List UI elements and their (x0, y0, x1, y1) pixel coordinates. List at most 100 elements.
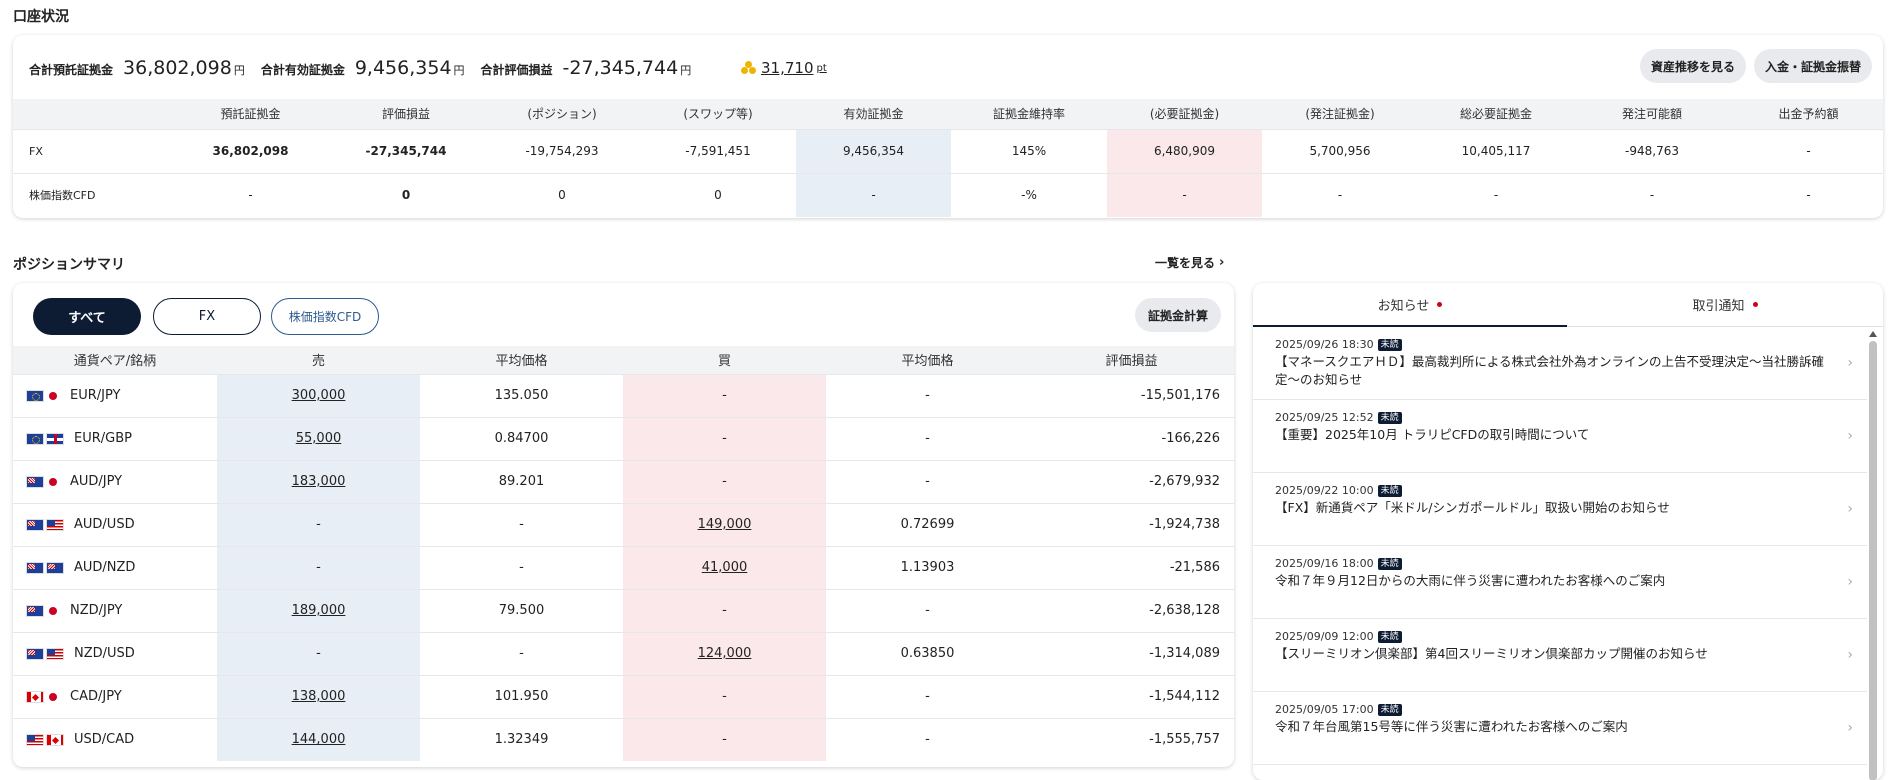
news-item[interactable]: 2025/09/26 18:30 未読 【マネースクエアＨＤ】最高裁判所による株式会… (1253, 327, 1867, 400)
news-item[interactable]: 2025/09/25 12:52 未読 【重要】2025年10月 トラリピCFDの取… (1253, 400, 1867, 473)
news-title: 【FX】新通貨ペア「米ドル/シンガポールドル」取扱い開始のお知らせ (1275, 500, 1670, 515)
column-header: (必要証拠金) (1107, 99, 1262, 129)
buy-amount[interactable]: 124,000 (697, 646, 752, 661)
buy-avg-cell: 0.72699 (826, 502, 1029, 546)
required-margin-cell: - (1107, 172, 1262, 217)
news-item[interactable]: 2025/09/09 12:00 未読 【スリーミリオン倶楽部】第4回スリーミリオン… (1253, 619, 1867, 692)
sell-amount-cell[interactable]: 55,000 (217, 416, 420, 460)
tab-index-cfd[interactable]: 株価指数CFD (271, 298, 379, 335)
tab-notices[interactable]: お知らせ (1253, 283, 1567, 327)
column-header: (ポジション) (484, 99, 640, 129)
sell-amount-cell[interactable]: 183,000 (217, 459, 420, 503)
buy-amount: - (722, 474, 727, 489)
sell-amount-cell[interactable]: 300,000 (217, 373, 420, 417)
tab-fx[interactable]: FX (153, 298, 261, 335)
account-section-title: 口座状況 (13, 9, 69, 25)
points-link[interactable]: 31,710 pt (741, 59, 827, 77)
news-title: 令和７年９月12日からの大雨に伴う災害に遭われたお客様へのご案内 (1275, 573, 1666, 588)
currency-flags (26, 475, 62, 488)
available-cell: - (1574, 172, 1730, 217)
positions-section-title: ポジションサマリ (13, 257, 125, 273)
currency-flags (26, 432, 66, 445)
unread-badge: 未読 (1377, 703, 1402, 716)
tab-trade-notifications[interactable]: 取引通知 (1567, 283, 1883, 327)
sell-amount[interactable]: 144,000 (291, 732, 346, 748)
sell-amount[interactable]: 183,000 (291, 474, 346, 489)
news-item[interactable]: 2025/09/16 18:00 未読 令和７年９月12日からの大雨に伴う災害に遭わ… (1253, 546, 1867, 619)
buy-amount: - (722, 431, 727, 446)
chevron-right-icon: › (1847, 428, 1853, 444)
buy-amount-cell[interactable]: 124,000 (623, 631, 826, 675)
account-summary-card: 合計預託証拠金 36,802,098 円 合計有効証拠金 9,456,354 円… (13, 35, 1883, 218)
swap-cell: -7,591,451 (640, 128, 796, 173)
total-effective-value: 9,456,354 (354, 57, 452, 79)
buy-avg-cell: - (826, 416, 1029, 460)
view-all-link[interactable]: 一覧を見る › (1155, 254, 1224, 271)
total-effective-unit: 円 (453, 64, 465, 77)
flag-icon (46, 733, 64, 746)
buy-amount[interactable]: 41,000 (701, 560, 748, 575)
buy-amount-cell[interactable]: 149,000 (623, 502, 826, 546)
table-row: AUD/USD - - 149,000 0.72699 -1,924,738 (13, 502, 1234, 546)
buy-amount: - (722, 732, 727, 748)
sell-amount[interactable]: 189,000 (291, 603, 346, 618)
sell-avg-cell: 1.32349 (420, 717, 623, 761)
pl-cell: -1,924,738 (1029, 502, 1234, 546)
sell-amount: - (316, 517, 321, 532)
sell-amount[interactable]: 55,000 (295, 431, 342, 446)
sell-avg-cell: - (420, 502, 623, 546)
sell-amount-cell[interactable]: 189,000 (217, 588, 420, 632)
pair-name: AUD/USD (74, 517, 135, 532)
buy-avg-cell: 0.63850 (826, 631, 1029, 675)
margin-calculator-button[interactable]: 証拠金計算 (1135, 298, 1221, 332)
pair-cell: AUD/USD (13, 502, 217, 546)
sell-amount-cell: - (217, 631, 420, 675)
news-title: 【重要】2025年10月 トラリピCFDの取引時間について (1275, 427, 1590, 442)
scroll-up-icon[interactable] (1869, 331, 1877, 337)
buy-amount-cell[interactable]: 41,000 (623, 545, 826, 589)
column-header: (スワップ等) (640, 99, 796, 129)
news-item[interactable]: 2025/09/22 10:00 未読 【FX】新通貨ペア「米ドル/シンガポールドル… (1253, 473, 1867, 546)
column-header: 発注可能額 (1574, 99, 1730, 129)
sell-amount[interactable]: 138,000 (291, 689, 346, 704)
sell-avg-cell: - (420, 545, 623, 589)
pair-name: CAD/JPY (70, 689, 122, 704)
coins-icon (741, 61, 757, 75)
table-row: NZD/JPY 189,000 79.500- - -2,638,128 (13, 588, 1234, 632)
deposit-transfer-button[interactable]: 入金・証拠金振替 (1754, 49, 1872, 83)
tab-all[interactable]: すべて (33, 298, 141, 335)
pair-name: USD/CAD (74, 732, 135, 748)
sell-avg-cell: 0.84700 (420, 416, 623, 460)
swap-cell: 0 (640, 172, 796, 217)
pl-cell: -21,586 (1029, 545, 1234, 589)
table-row: EUR/GBP 55,000 0.84700- - -166,226 (13, 416, 1234, 460)
buy-amount[interactable]: 149,000 (697, 517, 752, 532)
buy-amount-cell: - (623, 674, 826, 718)
news-item[interactable]: 2025/09/05 17:00 未読 令和７年台風第15号等に伴う災害に遭われたお… (1253, 692, 1867, 765)
sell-avg-cell: 135.050 (420, 373, 623, 417)
asset-history-button[interactable]: 資産推移を見る (1640, 49, 1746, 83)
column-header: 売 (217, 346, 420, 374)
scrollbar-thumb[interactable] (1869, 341, 1877, 780)
sell-amount[interactable]: 300,000 (291, 388, 346, 403)
tab-trades-label: 取引通知 (1692, 299, 1745, 314)
table-row: USD/CAD 144,000 1.32349- - -1,555,757 (13, 717, 1234, 761)
table-row: EUR/JPY 300,000 135.050- - -15,501,176 (13, 373, 1234, 417)
withdrawal-cell: - (1730, 128, 1883, 173)
pl-cell: -166,226 (1029, 416, 1234, 460)
flag-icon (26, 389, 44, 402)
sell-amount-cell[interactable]: 138,000 (217, 674, 420, 718)
buy-avg-cell: - (826, 717, 1029, 761)
flag-icon (46, 691, 60, 703)
flag-icon (26, 475, 44, 488)
sell-avg-cell: 89.201 (420, 459, 623, 503)
pair-cell: USD/CAD (13, 717, 217, 761)
buy-amount-cell: - (623, 416, 826, 460)
unread-badge: 未読 (1377, 484, 1402, 497)
pair-name: EUR/JPY (70, 388, 121, 403)
column-header: 預託証拠金 (173, 99, 328, 129)
unread-badge: 未読 (1377, 338, 1402, 351)
sell-amount-cell[interactable]: 144,000 (217, 717, 420, 761)
news-scrollbar[interactable] (1867, 327, 1879, 780)
available-cell: -948,763 (1574, 128, 1730, 173)
